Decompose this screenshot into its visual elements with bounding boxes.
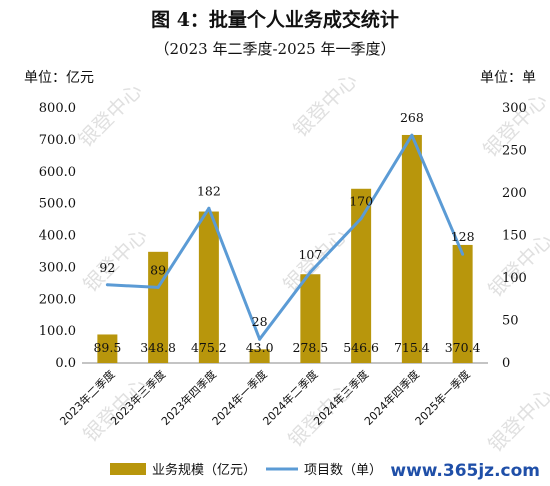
line-point <box>105 283 109 287</box>
bar-value-label: 370.4 <box>445 340 481 355</box>
right-tick-label: 200 <box>502 186 527 201</box>
chart-subtitle: （2023 年二季度-2025 年一季度） <box>155 40 396 58</box>
watermark-text: 银登中心 <box>73 78 147 152</box>
line-point <box>410 133 414 137</box>
bar <box>97 334 118 363</box>
left-tick-label: 300.0 <box>39 260 76 275</box>
right-tick-label: 300 <box>502 101 527 116</box>
left-tick-label: 700.0 <box>39 133 76 148</box>
left-tick-label: 800.0 <box>39 101 76 116</box>
bar-value-label: 475.2 <box>191 340 227 355</box>
line-value-label: 28 <box>252 314 268 329</box>
bar-value-label: 715.4 <box>394 340 430 355</box>
line-value-label: 268 <box>400 110 424 125</box>
bar <box>452 244 473 363</box>
left-tick-label: 100.0 <box>39 324 76 339</box>
right-tick-label: 100 <box>502 271 527 286</box>
line-value-label: 89 <box>150 262 166 277</box>
line-path <box>107 133 465 341</box>
line-value-label: 170 <box>349 194 373 209</box>
bar <box>351 188 372 363</box>
bar-value-label: 546.6 <box>343 340 379 355</box>
bar <box>300 274 321 363</box>
data-labels: 89.5 348.8 475.2 43.0 278.5 546.6 715.4 370.4 92… <box>93 110 480 355</box>
bar <box>249 349 270 363</box>
bar <box>401 134 422 363</box>
line-point <box>308 270 312 274</box>
line-series <box>105 133 465 341</box>
bar-value-label: 348.8 <box>140 340 176 355</box>
right-tick-label: 250 <box>502 144 527 159</box>
watermark-text: 银登中心 <box>78 373 152 447</box>
legend-line-label: 项目数（单） <box>304 463 382 478</box>
left-tick-label: 200.0 <box>39 292 76 307</box>
line-point <box>461 252 465 256</box>
line-point <box>156 285 160 289</box>
left-tick-label: 400.0 <box>39 229 76 244</box>
line-value-label: 128 <box>451 229 475 244</box>
left-tick-label: 500.0 <box>39 197 76 212</box>
line-point <box>258 337 262 341</box>
legend: 业务规模（亿元） 项目数（单） <box>110 462 382 478</box>
bar-value-label: 278.5 <box>292 340 328 355</box>
bar-value-label: 89.5 <box>93 340 121 355</box>
left-tick-label: 600.0 <box>39 165 76 180</box>
bar-value-label: 43.0 <box>246 340 274 355</box>
watermark-text: 银登中心 <box>288 68 362 142</box>
left-axis-unit: 单位：亿元 <box>24 70 94 86</box>
legend-bar-label: 业务规模（亿元） <box>152 462 256 478</box>
right-tick-label: 150 <box>502 229 527 244</box>
line-point <box>359 217 363 220</box>
right-tick-label: 0 <box>502 356 510 371</box>
right-tick-label: 50 <box>502 314 519 329</box>
legend-bar-swatch <box>110 463 146 475</box>
right-axis-unit: 单位：单 <box>480 70 536 86</box>
bar <box>198 211 219 363</box>
line-value-label: 92 <box>99 260 115 275</box>
left-tick-label: 0.0 <box>55 356 76 371</box>
line-value-label: 107 <box>298 247 322 262</box>
site-watermark: www.365jz.com <box>390 461 540 481</box>
line-point <box>207 206 211 210</box>
line-value-label: 182 <box>197 183 221 198</box>
chart-title: 图 4：批量个人业务成交统计 <box>151 8 399 31</box>
bar-series <box>97 134 473 363</box>
axes: 0.0 100.0 200.0 300.0 400.0 500.0 600.0 700.0 80… <box>39 101 527 371</box>
watermark-text: 银登中心 <box>483 383 550 457</box>
